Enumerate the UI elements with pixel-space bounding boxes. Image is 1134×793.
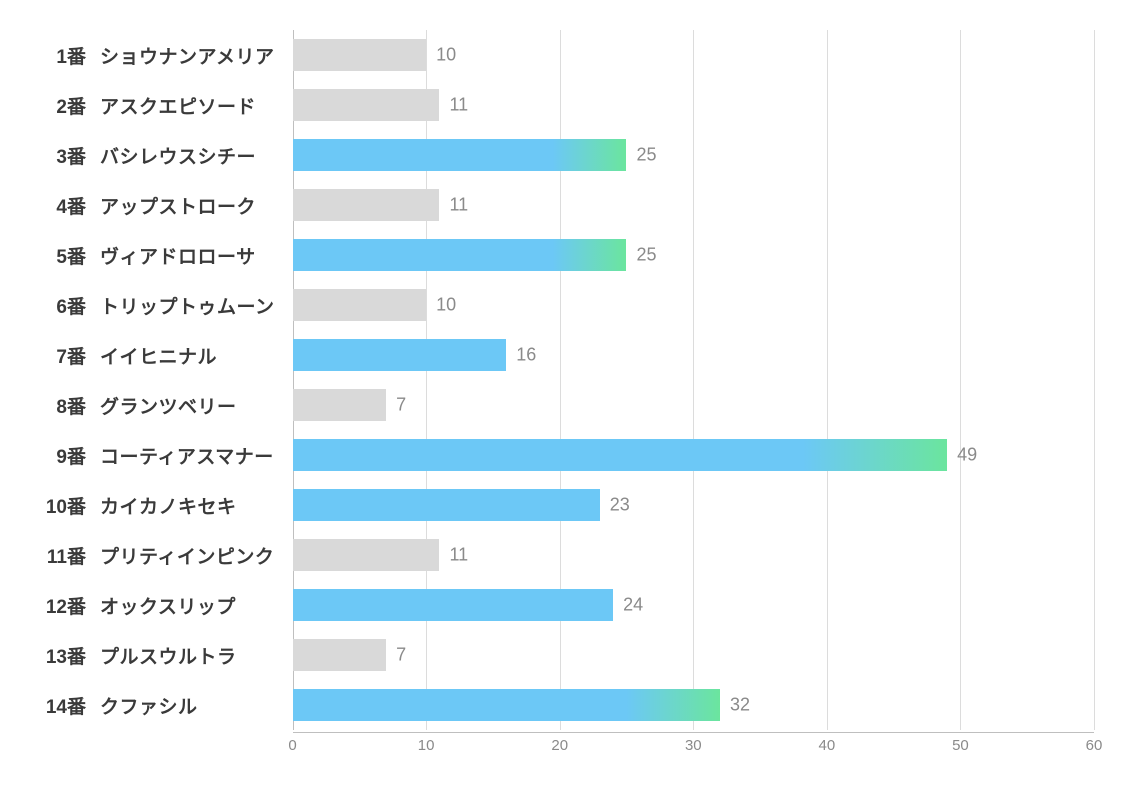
- bar-value: 11: [439, 95, 468, 116]
- label-row: 5番ヴィアドロローサ: [40, 230, 275, 280]
- label-row: 6番トリップトゥムーン: [40, 280, 275, 330]
- bar-value: 16: [506, 345, 536, 366]
- rank-label: 2番: [40, 92, 100, 119]
- bar: 10: [293, 289, 427, 321]
- horse-name: バシレウスシチー: [100, 142, 256, 169]
- rank-label: 14番: [40, 692, 100, 719]
- bar-value: 32: [720, 695, 750, 716]
- x-tick-label: 50: [952, 737, 969, 754]
- bar-row: 24: [293, 580, 1094, 630]
- bar-value: 25: [626, 245, 656, 266]
- rank-label: 13番: [40, 642, 100, 669]
- x-tick-label: 10: [418, 737, 435, 754]
- rank-label: 7番: [40, 342, 100, 369]
- x-tick-label: 60: [1086, 737, 1103, 754]
- bar-row: 49: [293, 430, 1094, 480]
- bar: 23: [293, 489, 600, 521]
- bar-value: 23: [600, 495, 630, 516]
- plot-area: 10112511251016749231124732 0102030405060: [293, 30, 1094, 760]
- rank-label: 5番: [40, 242, 100, 269]
- bar-value: 11: [439, 545, 468, 566]
- bar-value: 7: [386, 645, 406, 666]
- bar-row: 25: [293, 230, 1094, 280]
- bar-value: 7: [386, 395, 406, 416]
- label-row: 11番プリティインピンク: [40, 530, 275, 580]
- bar-value: 49: [947, 445, 977, 466]
- label-row: 7番イイヒニナル: [40, 330, 275, 380]
- rank-label: 11番: [40, 542, 100, 569]
- label-row: 13番プルスウルトラ: [40, 630, 275, 680]
- label-row: 4番アップストローク: [40, 180, 275, 230]
- label-row: 1番ショウナンアメリア: [40, 30, 275, 80]
- bar-row: 7: [293, 630, 1094, 680]
- x-tick-label: 0: [288, 737, 296, 754]
- x-tick-label: 30: [685, 737, 702, 754]
- bar: 11: [293, 89, 440, 121]
- label-row: 14番クファシル: [40, 680, 275, 730]
- bar-row: 11: [293, 180, 1094, 230]
- bar-value: 24: [613, 595, 643, 616]
- x-tick-label: 20: [551, 737, 568, 754]
- bar: 24: [293, 589, 614, 621]
- horse-name: カイカノキセキ: [100, 492, 237, 519]
- gridline: [1094, 30, 1095, 730]
- bar: 10: [293, 39, 427, 71]
- horse-name: ヴィアドロローサ: [100, 242, 256, 269]
- rank-label: 12番: [40, 592, 100, 619]
- bar: 32: [293, 689, 720, 721]
- rank-label: 10番: [40, 492, 100, 519]
- bar: 11: [293, 189, 440, 221]
- x-tick-label: 40: [819, 737, 836, 754]
- rank-label: 4番: [40, 192, 100, 219]
- bar: 7: [293, 389, 387, 421]
- bar: 7: [293, 639, 387, 671]
- bar-row: 10: [293, 280, 1094, 330]
- rank-label: 6番: [40, 292, 100, 319]
- label-row: 10番カイカノキセキ: [40, 480, 275, 530]
- horse-name: グランツベリー: [100, 392, 237, 419]
- y-axis-labels: 1番ショウナンアメリア2番アスクエピソード3番バシレウスシチー4番アップストロー…: [40, 30, 293, 760]
- horse-name: オックスリップ: [100, 592, 236, 619]
- label-row: 3番バシレウスシチー: [40, 130, 275, 180]
- horse-name: クファシル: [100, 692, 198, 719]
- bar-value: 10: [426, 45, 456, 66]
- bar: 16: [293, 339, 507, 371]
- rank-label: 1番: [40, 42, 100, 69]
- bar-row: 32: [293, 680, 1094, 730]
- bar-value: 11: [439, 195, 468, 216]
- horse-name: アップストローク: [100, 192, 256, 219]
- bar-row: 11: [293, 530, 1094, 580]
- bar-row: 25: [293, 130, 1094, 180]
- horse-name: ショウナンアメリア: [100, 42, 275, 69]
- bar: 49: [293, 439, 948, 471]
- label-row: 8番グランツベリー: [40, 380, 275, 430]
- bar-row: 7: [293, 380, 1094, 430]
- horse-name: トリップトゥムーン: [100, 292, 275, 319]
- rank-label: 9番: [40, 442, 100, 469]
- bars-container: 10 11 25 11 25 10 16 7 49 23 11 24 7 32: [293, 30, 1094, 730]
- bar: 25: [293, 239, 627, 271]
- label-row: 12番オックスリップ: [40, 580, 275, 630]
- bar-row: 10: [293, 30, 1094, 80]
- rank-label: 8番: [40, 392, 100, 419]
- bar-row: 11: [293, 80, 1094, 130]
- bar-row: 23: [293, 480, 1094, 530]
- horizontal-bar-chart: 1番ショウナンアメリア2番アスクエピソード3番バシレウスシチー4番アップストロー…: [40, 30, 1094, 760]
- bar-row: 16: [293, 330, 1094, 380]
- bar-value: 10: [426, 295, 456, 316]
- bar: 25: [293, 139, 627, 171]
- horse-name: イイヒニナル: [100, 342, 217, 369]
- label-row: 9番コーティアスマナー: [40, 430, 275, 480]
- x-axis: 0102030405060: [293, 732, 1094, 760]
- label-row: 2番アスクエピソード: [40, 80, 275, 130]
- bar-value: 25: [626, 145, 656, 166]
- horse-name: プルスウルトラ: [100, 642, 237, 669]
- rank-label: 3番: [40, 142, 100, 169]
- horse-name: コーティアスマナー: [100, 442, 274, 469]
- bar: 11: [293, 539, 440, 571]
- horse-name: アスクエピソード: [100, 92, 256, 119]
- horse-name: プリティインピンク: [100, 542, 274, 569]
